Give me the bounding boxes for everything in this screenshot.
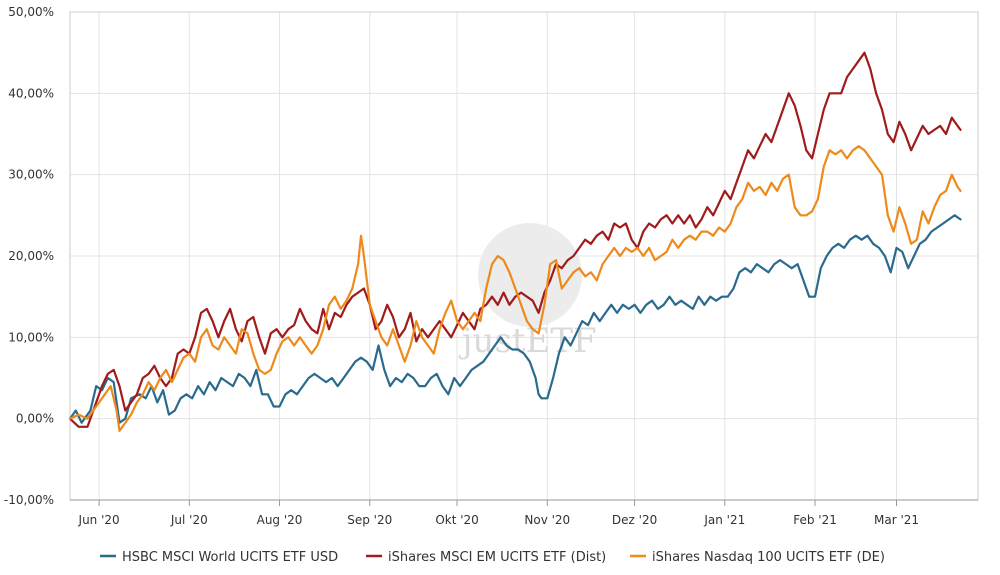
series-line-3 [68,145,962,432]
x-tick-label: Dez '20 [612,513,657,527]
series-line-2 [68,51,962,428]
y-tick-label: 30,00% [8,168,54,182]
watermark-logo-circle [478,223,582,327]
x-tick-label: Feb '21 [793,513,837,527]
x-tick-label: Okt '20 [435,513,478,527]
legend-label-1: HSBC MSCI World UCITS ETF USD [122,550,338,565]
y-tick-label: 10,00% [8,330,54,344]
series-lines [68,51,962,432]
axes: -10,00% 0,00% 10,00% 20,00% 30,00% 40,00% 50,0… [4,5,979,527]
legend: HSBC MSCI World UCITS ETF USD iShares MSC… [100,550,885,565]
x-tick-label: Nov '20 [524,513,570,527]
y-tick-label: 40,00% [8,86,54,100]
x-tick-label: Jul '20 [170,513,208,527]
x-tick-label: Aug '20 [257,513,303,527]
y-tick-label: 50,00% [8,5,54,19]
y-tick-label: -10,00% [4,493,54,507]
x-tick-label: Jan '21 [703,513,745,527]
legend-label-3: iShares Nasdaq 100 UCITS ETF (DE) [652,550,885,565]
legend-label-2: iShares MSCI EM UCITS ETF (Dist) [388,550,606,565]
y-tick-label: 0,00% [16,412,54,426]
watermark-text: justETF [458,321,597,361]
x-tick-label: Mar '21 [874,513,919,527]
series-line-1 [68,214,962,424]
y-tick-label: 20,00% [8,249,54,263]
grid [70,11,978,501]
x-tick-label: Jun '20 [78,513,120,527]
x-tick-label: Sep '20 [347,513,392,527]
